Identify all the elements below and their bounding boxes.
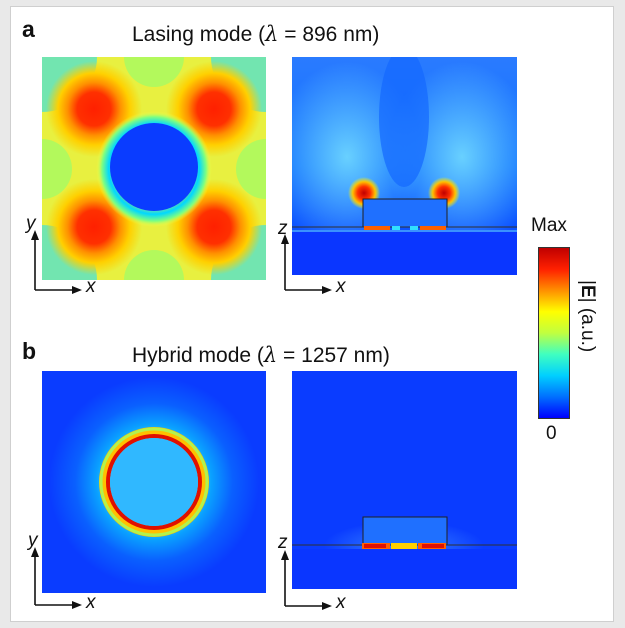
panel-a-left-axis-indicator (31, 230, 82, 294)
colorbar-title: |E| (a.u.) (577, 280, 598, 353)
lasing-mode-xy-field-map (42, 57, 266, 280)
panel-b-left-x-label: x (86, 592, 96, 613)
panel-a-title: Lasing mode (λ = 896 nm) (132, 22, 380, 46)
panel-a-right-axis-indicator (281, 234, 332, 294)
colorbar (538, 247, 570, 419)
hybrid-mode-xz-field-map (292, 371, 517, 589)
panel-letter-a: a (22, 16, 35, 42)
hybrid-mode-xy-field-map (42, 371, 266, 593)
panel-a-right-x-label: x (336, 276, 346, 297)
colorbar-min-label: 0 (546, 423, 557, 444)
panel-b-title: Hybrid mode (λ = 1257 nm) (132, 343, 390, 367)
panel-b-left-y-label: y (28, 530, 38, 551)
panel-b-right-x-label: x (336, 592, 346, 613)
panel-b-left-axis-indicator (31, 547, 82, 609)
panel-b-right-axis-indicator (281, 550, 332, 610)
panel-a-right-z-label: z (278, 218, 288, 239)
panel-a-left-x-label: x (86, 276, 96, 297)
lasing-mode-xz-field-map (292, 57, 517, 275)
colorbar-max-label: Max (531, 215, 567, 236)
panel-a-left-y-label: y (26, 213, 36, 234)
panel-b-right-z-label: z (278, 532, 288, 553)
panel-letter-b: b (22, 338, 37, 364)
